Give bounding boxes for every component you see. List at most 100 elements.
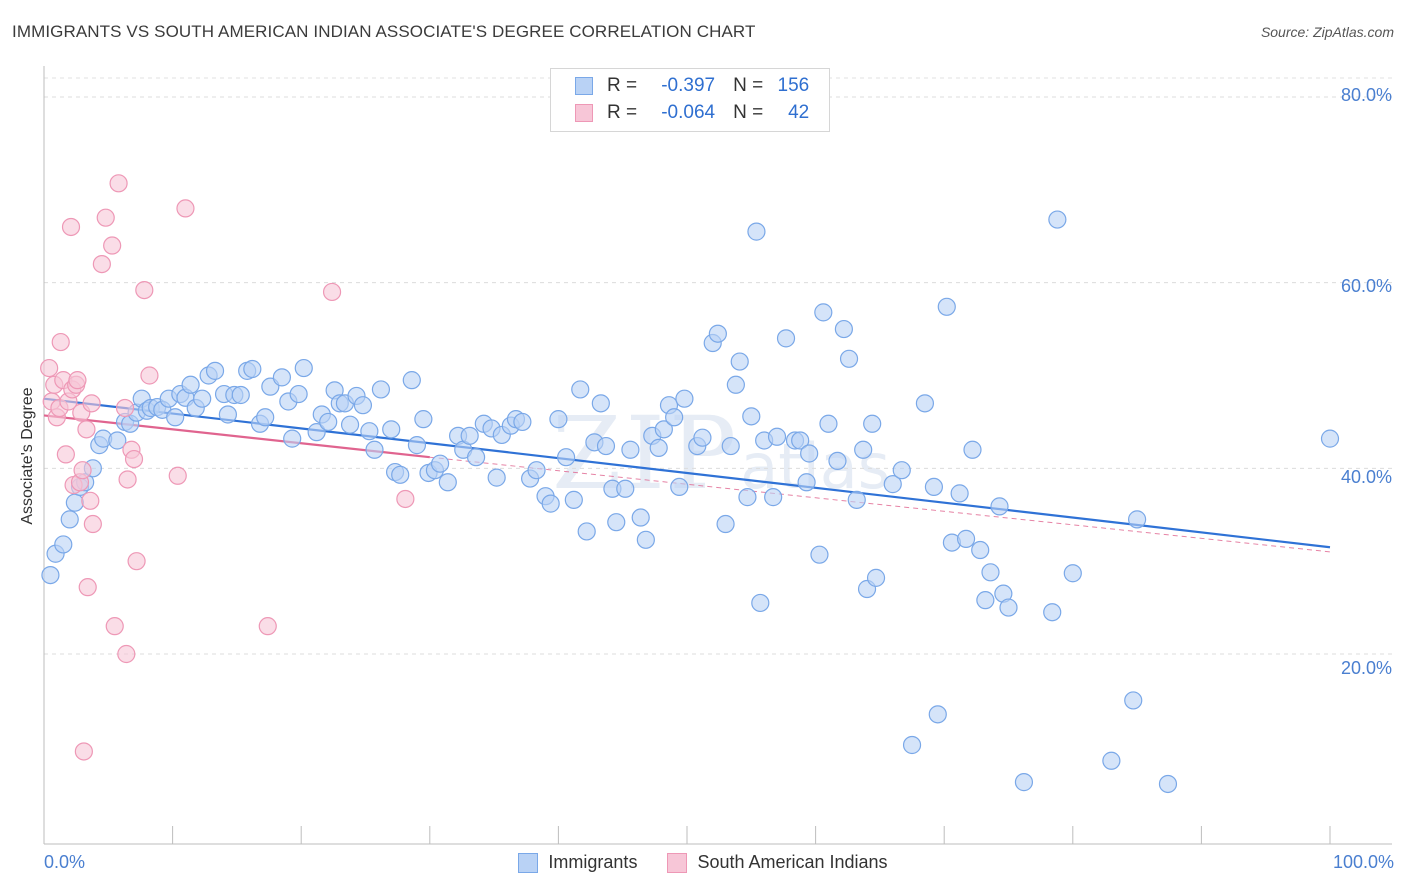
point-south-american-indian	[77, 420, 96, 439]
point-immigrants	[892, 461, 911, 480]
point-immigrants	[810, 545, 829, 564]
point-immigrants	[65, 493, 84, 512]
point-immigrants	[272, 368, 292, 387]
watermark-main: ZIP	[552, 395, 741, 512]
point-immigrants	[549, 410, 568, 429]
point-immigrants	[391, 465, 410, 484]
point-immigrants	[591, 394, 610, 413]
point-immigrants	[708, 324, 727, 343]
point-immigrants	[487, 468, 506, 487]
point-immigrants	[289, 384, 308, 404]
point-immigrants	[981, 563, 1000, 582]
point-immigrants	[866, 568, 886, 587]
point-south-american-indian	[103, 236, 122, 255]
point-immigrants	[527, 461, 546, 480]
point-immigrants	[928, 705, 947, 724]
point-immigrants	[193, 389, 212, 408]
point-immigrants	[466, 448, 486, 467]
point-south-american-indian	[92, 255, 111, 274]
point-immigrants	[776, 329, 796, 348]
point-immigrants	[847, 490, 866, 509]
point-immigrants	[60, 510, 79, 529]
source-credit: Source: ZipAtlas.com	[1260, 24, 1394, 40]
point-immigrants	[283, 429, 302, 448]
legend-swatch-south-american-indians	[575, 104, 593, 122]
trend-extension-south-american-indians	[429, 456, 1331, 553]
point-immigrants	[654, 420, 673, 439]
point-immigrants	[371, 380, 391, 399]
point-immigrants	[365, 440, 384, 459]
point-immigrants	[971, 540, 990, 560]
point-immigrants	[1124, 691, 1143, 710]
point-immigrants	[1158, 774, 1178, 794]
point-immigrants	[166, 408, 185, 427]
point-immigrants	[924, 477, 944, 496]
point-immigrants	[557, 448, 576, 467]
legend-r-label: R =	[607, 75, 638, 96]
legend-n-label: N =	[733, 75, 764, 96]
point-immigrants	[294, 358, 313, 378]
point-immigrants	[1063, 564, 1082, 583]
y-tick-label: 20.0%	[1340, 658, 1392, 678]
point-immigrants	[791, 431, 810, 450]
point-immigrants	[577, 522, 596, 541]
legend-r-value: -0.064	[661, 102, 716, 123]
series-swatch-south-american-indians	[667, 852, 688, 873]
point-south-american-indian	[51, 332, 70, 352]
point-south-american-indian	[135, 280, 154, 300]
point-immigrants	[407, 436, 427, 455]
legend-n-value: 42	[788, 102, 810, 123]
y-axis-label: Associate's Degree	[19, 387, 36, 525]
point-south-american-indian	[140, 366, 159, 385]
point-south-american-indian	[81, 491, 100, 510]
y-tick-label: 60.0%	[1340, 276, 1392, 296]
point-south-american-indian	[396, 489, 415, 509]
point-south-american-indian	[73, 461, 92, 480]
point-immigrants	[716, 514, 735, 534]
point-immigrants	[382, 420, 401, 439]
legend-swatch-immigrants	[575, 77, 593, 95]
point-south-american-indian	[117, 644, 136, 664]
point-immigrants	[990, 497, 1009, 516]
series-legend-item-immigrants: Immigrants	[518, 852, 637, 873]
point-immigrants	[1048, 210, 1067, 229]
point-immigrants	[564, 490, 583, 509]
point-immigrants	[41, 565, 60, 585]
point-immigrants	[937, 297, 956, 316]
chart-title: IMMIGRANTS VS SOUTH AMERICAN INDIAN ASSO…	[12, 22, 756, 41]
series-label-south-american-indians: South American Indians	[697, 852, 888, 872]
point-south-american-indian	[115, 398, 135, 418]
point-immigrants	[834, 319, 853, 339]
point-immigrants	[721, 436, 740, 456]
point-south-american-indian	[322, 282, 342, 302]
point-immigrants	[571, 380, 590, 399]
point-immigrants	[738, 488, 757, 507]
series-legend-item-south-american-indians: South American Indians	[667, 852, 888, 873]
point-immigrants	[256, 408, 275, 427]
point-immigrants	[596, 436, 616, 456]
point-immigrants	[430, 454, 450, 473]
point-south-american-indian	[56, 445, 75, 464]
point-immigrants	[438, 473, 457, 492]
point-immigrants	[819, 414, 838, 433]
legend-r-label: R =	[607, 102, 638, 123]
point-south-american-indian	[176, 199, 195, 218]
point-south-american-indian	[105, 617, 124, 636]
point-immigrants	[414, 410, 433, 429]
point-immigrants	[814, 303, 833, 322]
point-immigrants	[231, 385, 250, 405]
y-tick-label: 40.0%	[1340, 467, 1392, 487]
point-immigrants	[649, 438, 668, 458]
point-immigrants	[307, 423, 326, 442]
point-south-american-indian	[124, 449, 144, 469]
legend-row-south-american-indians: R = -0.064 N = 42	[551, 100, 809, 126]
correlation-legend: R = -0.397 N = 156 R = -0.064 N = 42	[550, 68, 830, 132]
point-immigrants	[999, 598, 1018, 617]
point-south-american-indian	[258, 617, 277, 636]
x-tick-label: 100.0%	[1332, 852, 1394, 872]
point-south-american-indian	[96, 208, 115, 227]
legend-row-immigrants: R = -0.397 N = 156	[551, 73, 809, 99]
point-immigrants	[1127, 510, 1147, 529]
point-immigrants	[665, 408, 684, 427]
